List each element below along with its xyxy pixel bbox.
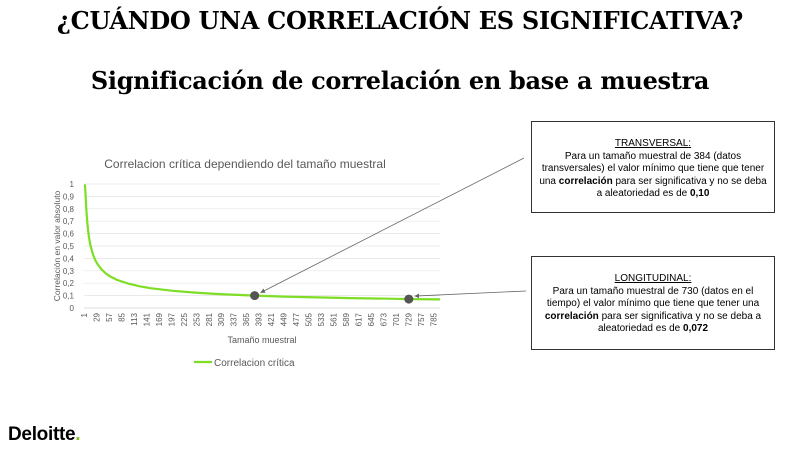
x-tick-label: 645 bbox=[367, 312, 376, 326]
y-tick-label: 0,1 bbox=[63, 292, 75, 301]
x-tick-label: 253 bbox=[192, 312, 201, 326]
callout-text: para ser significativa y no se deba a al… bbox=[596, 175, 767, 200]
y-tick-label: 0,5 bbox=[63, 242, 75, 251]
callout-bold: correlación bbox=[544, 310, 599, 322]
y-tick-label: 0 bbox=[70, 304, 75, 313]
y-tick-label: 0,8 bbox=[63, 205, 75, 214]
x-tick-label: 393 bbox=[255, 312, 264, 326]
y-tick-label: 0,3 bbox=[63, 267, 75, 276]
page-title: ¿CUÁNDO UNA CORRELACIÓN ES SIGNIFICATIVA… bbox=[56, 6, 744, 35]
x-tick-label: 85 bbox=[117, 312, 126, 321]
y-tick-label: 0,9 bbox=[63, 192, 75, 201]
x-tick-label: 673 bbox=[379, 312, 388, 326]
callout-heading: TRANSVERSAL bbox=[614, 138, 689, 149]
x-tick-label: 589 bbox=[342, 312, 351, 326]
x-tick-label: 309 bbox=[217, 312, 226, 326]
callout-heading: LONGITUDINAL bbox=[614, 273, 689, 284]
x-tick-label: 729 bbox=[404, 312, 413, 326]
deloitte-logo: Deloitte. bbox=[8, 424, 81, 446]
y-tick-label: 1 bbox=[70, 180, 75, 189]
y-tick-label: 0,7 bbox=[63, 217, 75, 226]
x-tick-label: 113 bbox=[130, 312, 139, 325]
page-subtitle: Significación de correlación en base a m… bbox=[90, 66, 710, 95]
series-line-correlacion-critica bbox=[83, 184, 441, 301]
callout-text: Para un tamaño muestral de 384 (datos tr… bbox=[539, 150, 765, 187]
x-tick-label: 141 bbox=[142, 312, 151, 326]
highlighted-point bbox=[250, 291, 260, 301]
x-tick-label: 365 bbox=[242, 312, 251, 326]
x-tick-label: 1 bbox=[80, 312, 89, 317]
x-tick-label: 449 bbox=[280, 312, 289, 326]
chart-title: Correlacion crítica dependiendo del tama… bbox=[104, 157, 386, 171]
x-tick-label: 57 bbox=[105, 312, 114, 321]
callout-leader-line bbox=[260, 157, 525, 293]
x-tick-label: 617 bbox=[354, 312, 363, 326]
x-tick-label: 169 bbox=[155, 312, 164, 326]
callout-leader-line bbox=[414, 290, 527, 299]
legend-label: Correlacion crítica bbox=[214, 358, 295, 369]
callout-value: 0,072 bbox=[683, 323, 709, 334]
x-tick-label: 421 bbox=[267, 312, 276, 326]
x-tick-label: 561 bbox=[330, 312, 339, 326]
x-axis-label: Tamaño muestral bbox=[227, 335, 296, 345]
y-axis-label: Correlación en valor absoluto bbox=[52, 190, 62, 301]
x-tick-label: 281 bbox=[205, 312, 214, 326]
x-tick-label: 757 bbox=[417, 312, 426, 326]
logo-dot: . bbox=[75, 424, 81, 445]
x-tick-label: 197 bbox=[167, 312, 176, 326]
callout-bold: correlación bbox=[558, 175, 613, 187]
callout-value: 0,10 bbox=[689, 188, 710, 199]
callout-text: Para un tamaño muestral de 730 (datos en… bbox=[546, 285, 760, 310]
x-tick-label: 225 bbox=[180, 312, 189, 326]
x-tick-label: 505 bbox=[305, 312, 314, 326]
y-tick-label: 0,6 bbox=[63, 230, 75, 239]
callout-transversal: TRANSVERSAL: Para un tamaño muestral de … bbox=[531, 121, 775, 213]
x-tick-label: 477 bbox=[292, 312, 301, 326]
x-tick-label: 785 bbox=[429, 312, 438, 326]
x-tick-label: 701 bbox=[392, 312, 401, 326]
y-tick-label: 0,4 bbox=[63, 254, 75, 263]
x-tick-label: 533 bbox=[317, 312, 326, 326]
x-tick-label: 29 bbox=[92, 312, 101, 321]
logo-text: Deloitte bbox=[8, 424, 76, 445]
callout-text: para ser significativa y no se deba a al… bbox=[597, 310, 762, 335]
y-tick-label: 0,2 bbox=[63, 279, 75, 288]
highlighted-point bbox=[404, 294, 414, 304]
x-tick-label: 337 bbox=[230, 312, 239, 326]
callout-longitudinal: LONGITUDINAL: Para un tamaño muestral de… bbox=[531, 256, 775, 350]
